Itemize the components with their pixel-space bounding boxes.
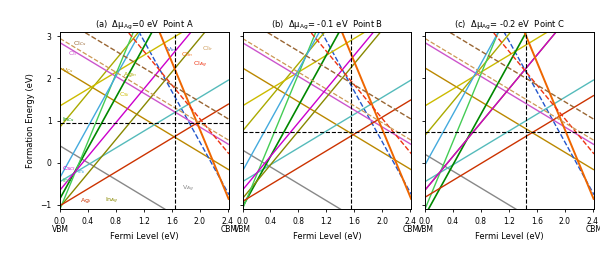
Text: CBM: CBM <box>403 225 420 234</box>
Text: Cs$_{Cl}$: Cs$_{Cl}$ <box>62 165 76 173</box>
Title: (c)  Δμ$_{\mathrm{Ag}}$= -0.2 eV  Point C: (c) Δμ$_{\mathrm{Ag}}$= -0.2 eV Point C <box>454 19 565 32</box>
Text: Cl$_i$: Cl$_i$ <box>68 49 78 58</box>
Text: Cl$_{Ir}$: Cl$_{Ir}$ <box>202 44 213 53</box>
Text: Ag$_i$: Ag$_i$ <box>80 196 91 205</box>
Text: In$_i$: In$_i$ <box>77 168 86 176</box>
Text: CBM: CBM <box>220 225 238 234</box>
Text: Cl$_{Ag}$: Cl$_{Ag}$ <box>193 60 206 70</box>
Text: Cl$_{Cs}$: Cl$_{Cs}$ <box>73 39 86 49</box>
Text: VBM: VBM <box>52 225 68 234</box>
Text: V$_{Ag}$: V$_{Ag}$ <box>182 184 194 194</box>
Y-axis label: Formation Energy (eV): Formation Energy (eV) <box>26 73 35 168</box>
Text: In$_{Ag}$: In$_{Ag}$ <box>106 196 119 206</box>
Title: (b)  Δμ$_{\mathrm{Ag}}$= -0.1 eV  Point B: (b) Δμ$_{\mathrm{Ag}}$= -0.1 eV Point B <box>271 19 383 32</box>
Text: Ag$_{In}$: Ag$_{In}$ <box>123 70 137 79</box>
Text: V$_{In}$: V$_{In}$ <box>166 45 176 54</box>
Text: V$_{Cs}$: V$_{Cs}$ <box>62 66 74 75</box>
Text: VBM: VBM <box>234 225 251 234</box>
X-axis label: Fermi Level (eV): Fermi Level (eV) <box>475 232 544 241</box>
Text: Cs$_i$: Cs$_i$ <box>119 90 130 99</box>
Text: In$_{Cs}$: In$_{Cs}$ <box>62 115 75 124</box>
Title: (a)  Δμ$_{\mathrm{Ag}}$=0 eV  Point A: (a) Δμ$_{\mathrm{Ag}}$=0 eV Point A <box>95 19 194 32</box>
Text: Cl$_{In}$: Cl$_{In}$ <box>181 50 193 58</box>
X-axis label: Fermi Level (eV): Fermi Level (eV) <box>110 232 179 241</box>
Text: VBM: VBM <box>416 225 434 234</box>
X-axis label: Fermi Level (eV): Fermi Level (eV) <box>293 232 361 241</box>
Text: CBM: CBM <box>586 225 600 234</box>
Text: In$_{Cl}$: In$_{Cl}$ <box>62 176 74 185</box>
